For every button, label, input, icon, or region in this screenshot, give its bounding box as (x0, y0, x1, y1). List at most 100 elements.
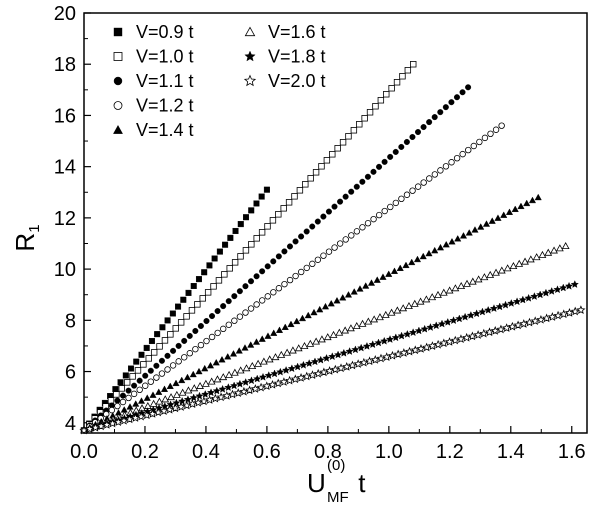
data-point (112, 386, 119, 393)
x-tick-label: 0.0 (70, 441, 98, 463)
data-point (189, 393, 198, 402)
y-tick-label: 4 (65, 413, 76, 435)
data-point (264, 293, 271, 300)
data-point (302, 181, 309, 188)
data-point (530, 316, 540, 326)
data-point (561, 242, 570, 250)
data-point (137, 397, 146, 404)
data-point (279, 377, 289, 386)
series-10 (80, 61, 417, 434)
legend-item: V=1.2 t (113, 96, 194, 116)
data-point (350, 127, 358, 134)
data-point (253, 273, 260, 280)
data-point (370, 355, 380, 364)
data-point (248, 361, 257, 369)
data-point (113, 391, 120, 398)
data-point (275, 285, 283, 292)
data-point (370, 315, 379, 323)
data-point (167, 331, 174, 338)
data-point (147, 409, 158, 418)
data-point (453, 154, 461, 162)
data-point (293, 362, 302, 371)
data-point (393, 79, 401, 86)
data-point (524, 293, 533, 302)
data-point (184, 386, 193, 394)
data-point (236, 313, 244, 320)
data-point (336, 363, 346, 373)
data-point (147, 378, 155, 385)
data-point (134, 367, 142, 374)
data-point (175, 303, 182, 310)
data-point (216, 248, 223, 255)
data-point (538, 250, 547, 258)
legend-label: V=2.0 t (268, 71, 326, 91)
data-point (323, 333, 332, 341)
data-point (331, 244, 338, 251)
data-point (374, 338, 383, 347)
data-point (439, 288, 448, 296)
data-point (248, 207, 255, 214)
data-point (379, 273, 387, 280)
data-point (199, 295, 206, 302)
data-point (275, 211, 282, 218)
data-point (316, 355, 325, 364)
data-point (405, 301, 413, 310)
data-point (219, 373, 228, 381)
data-point (207, 377, 216, 385)
data-point (387, 203, 394, 211)
data-point (461, 312, 470, 321)
data-point (364, 173, 371, 180)
data-point (327, 299, 335, 307)
data-point (437, 167, 444, 174)
data-point (416, 343, 426, 353)
data-point (103, 410, 110, 418)
data-point (416, 297, 425, 305)
data-point (466, 311, 475, 319)
data-point (280, 205, 287, 212)
data-point (455, 314, 464, 323)
data-point (377, 97, 385, 104)
data-point (131, 382, 138, 389)
data-point (256, 382, 266, 392)
data-point (222, 241, 229, 248)
data-point (486, 270, 495, 278)
data-point (117, 379, 124, 386)
data-point (414, 183, 422, 190)
data-point (229, 350, 238, 357)
data-point (108, 406, 116, 414)
data-point (161, 395, 170, 403)
series-20 (79, 305, 586, 435)
data-point (439, 338, 449, 348)
data-point (465, 84, 472, 91)
data-point (271, 353, 280, 361)
svg-text:MF: MF (327, 489, 349, 506)
data-points (79, 61, 586, 435)
data-point (153, 362, 160, 369)
data-point (258, 372, 268, 381)
data-point (396, 264, 404, 271)
data-point (241, 344, 249, 351)
data-point (526, 255, 535, 263)
data-point (320, 252, 327, 259)
data-point (190, 283, 197, 290)
data-point (194, 301, 201, 308)
data-point (119, 398, 127, 406)
data-point (465, 229, 473, 236)
data-point (472, 309, 481, 318)
x-axis-label: U (0) MF t (307, 457, 366, 506)
data-point (208, 333, 216, 341)
data-point (197, 341, 205, 349)
data-point (484, 327, 495, 337)
data-point (170, 347, 177, 354)
data-point (285, 375, 295, 385)
data-point (376, 353, 386, 363)
data-point (422, 295, 431, 303)
data-point (342, 193, 349, 200)
data-point (515, 259, 524, 267)
data-point (269, 217, 277, 224)
data-point (331, 203, 338, 210)
data-point (442, 104, 449, 111)
legend-marker (244, 50, 256, 62)
y-tick-label: 10 (54, 259, 76, 281)
legend-marker (243, 74, 257, 87)
